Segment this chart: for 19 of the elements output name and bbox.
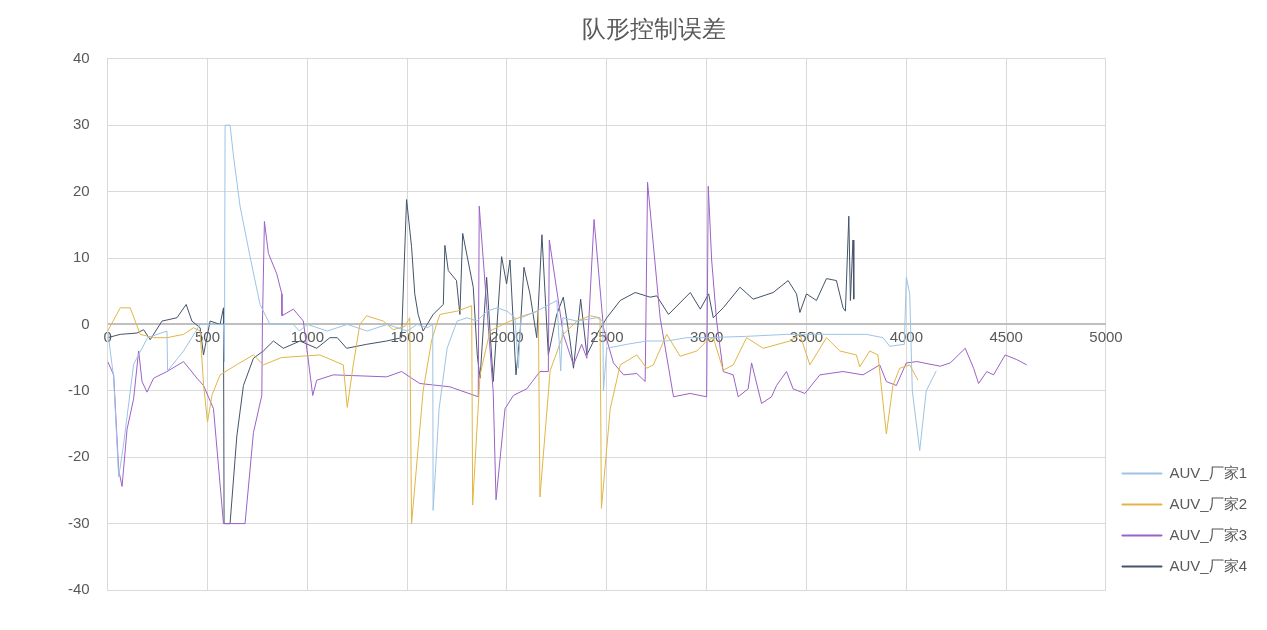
y-tick-label: -40 <box>67 580 90 598</box>
x-tick-label: 4500 <box>989 327 1023 345</box>
x-tick-label: 1000 <box>290 327 325 345</box>
legend-label: AUV_厂家4 <box>1169 556 1247 574</box>
y-tick-label: 0 <box>81 314 90 332</box>
x-tick-label: 4000 <box>889 327 923 345</box>
legend-label: AUV_厂家1 <box>1169 463 1247 481</box>
legend-label: AUV_厂家3 <box>1169 525 1247 543</box>
y-tick-label: -10 <box>67 380 90 398</box>
y-tick-label: 20 <box>72 181 90 199</box>
y-tick-label: 10 <box>72 248 90 266</box>
y-tick-label: -20 <box>67 447 90 465</box>
x-tick-label: 3500 <box>789 327 824 345</box>
x-tick-label: 5000 <box>1089 327 1123 345</box>
y-tick-label: 30 <box>72 115 90 133</box>
chart-title: 队形控制误差 <box>581 15 726 43</box>
y-tick-label: 40 <box>72 48 90 66</box>
y-tick-label: -30 <box>67 513 90 531</box>
legend-label: AUV_厂家2 <box>1169 494 1247 512</box>
